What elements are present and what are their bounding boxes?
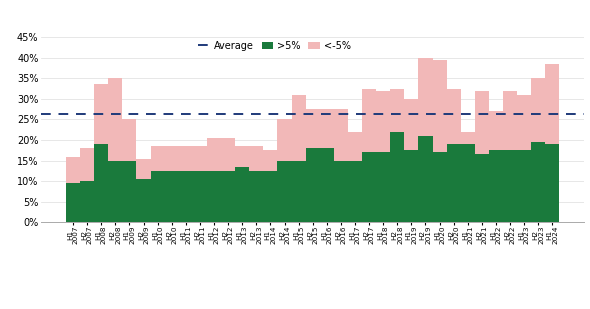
Bar — [376, 152, 390, 222]
Bar — [150, 146, 165, 171]
Bar — [320, 148, 334, 222]
Bar — [447, 89, 461, 144]
Bar — [291, 95, 306, 161]
Bar — [94, 144, 109, 222]
Bar — [447, 144, 461, 222]
Bar — [136, 159, 150, 179]
Bar — [150, 171, 165, 222]
Bar — [109, 78, 122, 161]
Bar — [334, 109, 348, 161]
Bar — [461, 132, 475, 144]
Bar — [545, 64, 559, 144]
Bar — [109, 161, 122, 222]
Bar — [221, 171, 235, 222]
Bar — [207, 138, 221, 171]
Bar — [193, 146, 207, 171]
Bar — [221, 138, 235, 171]
Bar — [306, 148, 320, 222]
Legend: Average, >5%, <-5%: Average, >5%, <-5% — [195, 37, 355, 55]
Bar — [390, 132, 404, 222]
Bar — [235, 146, 249, 167]
Bar — [461, 144, 475, 222]
Bar — [122, 120, 136, 161]
Bar — [503, 150, 517, 222]
Bar — [404, 99, 418, 150]
Bar — [489, 111, 503, 150]
Bar — [193, 171, 207, 222]
Bar — [390, 89, 404, 132]
Bar — [207, 171, 221, 222]
Bar — [179, 171, 193, 222]
Bar — [362, 89, 376, 152]
Bar — [306, 109, 320, 148]
Bar — [66, 183, 80, 222]
Bar — [291, 161, 306, 222]
Bar — [432, 152, 447, 222]
Bar — [418, 136, 432, 222]
Bar — [263, 150, 277, 171]
Bar — [80, 181, 94, 222]
Bar — [136, 179, 150, 222]
Bar — [122, 161, 136, 222]
Average — [70, 112, 77, 116]
Bar — [531, 142, 545, 222]
Bar — [249, 146, 263, 171]
Bar — [235, 167, 249, 222]
Bar — [165, 171, 179, 222]
Bar — [432, 60, 447, 152]
Bar — [94, 84, 109, 144]
Bar — [362, 152, 376, 222]
Bar — [475, 154, 489, 222]
Bar — [404, 150, 418, 222]
Bar — [165, 146, 179, 171]
Bar — [531, 78, 545, 142]
Bar — [348, 161, 362, 222]
Bar — [320, 109, 334, 148]
Bar — [418, 58, 432, 136]
Bar — [475, 91, 489, 154]
Bar — [376, 91, 390, 152]
Bar — [545, 144, 559, 222]
Bar — [249, 171, 263, 222]
Bar — [517, 150, 531, 222]
Bar — [489, 150, 503, 222]
Bar — [334, 161, 348, 222]
Bar — [517, 95, 531, 150]
Bar — [66, 157, 80, 183]
Bar — [263, 171, 277, 222]
Bar — [503, 91, 517, 150]
Bar — [277, 161, 291, 222]
Bar — [80, 148, 94, 181]
Bar — [348, 132, 362, 161]
Average — [84, 112, 91, 116]
Bar — [179, 146, 193, 171]
Bar — [277, 120, 291, 161]
